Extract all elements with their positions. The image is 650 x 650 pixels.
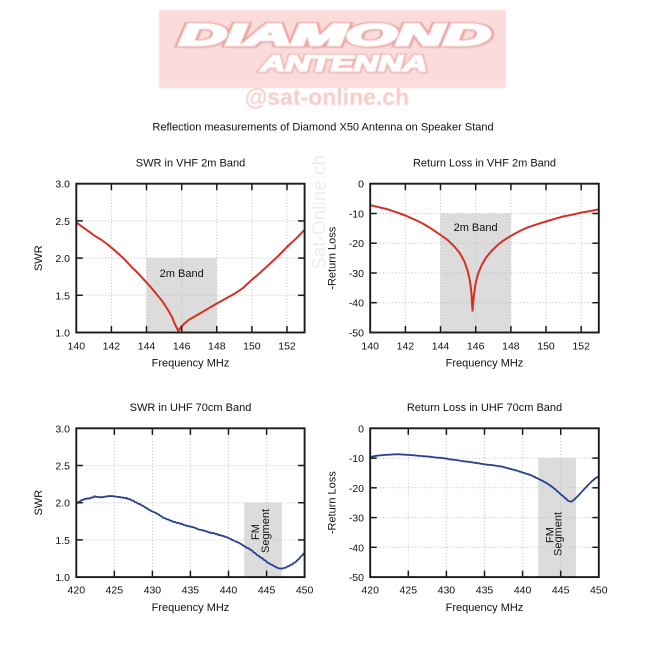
svg-text:142: 142 [397,341,415,353]
svg-text:2.5: 2.5 [55,461,70,473]
svg-text:144: 144 [432,341,450,353]
svg-text:0: 0 [358,179,364,191]
svg-text:Frequency MHz: Frequency MHz [152,602,230,614]
svg-text:FM: FM [545,527,557,543]
svg-text:Reflection measurements of Dia: Reflection measurements of Diamond X50 A… [152,122,493,134]
svg-text:Frequency MHz: Frequency MHz [446,602,524,614]
svg-text:Sat-Online.ch: Sat-Online.ch [310,155,331,270]
svg-text:2m Band: 2m Band [454,222,498,234]
svg-text:420: 420 [68,584,86,596]
svg-text:445: 445 [258,584,276,596]
svg-text:DIAMOND: DIAMOND [180,18,491,52]
svg-text:430: 430 [144,584,162,596]
svg-text:150: 150 [243,341,261,353]
svg-text:DIAMOND: DIAMOND [180,18,491,52]
svg-text:2.5: 2.5 [55,216,70,228]
svg-text:1.0: 1.0 [55,572,70,584]
svg-text:-50: -50 [349,572,364,584]
svg-text:146: 146 [467,341,485,353]
svg-text:435: 435 [476,584,494,596]
svg-text:144: 144 [138,341,156,353]
svg-text:-40: -40 [349,542,364,554]
svg-text:2.0: 2.0 [55,253,70,265]
svg-text:-50: -50 [349,328,364,340]
svg-text:142: 142 [103,341,121,353]
svg-text:3.0: 3.0 [55,179,70,191]
svg-text:2m Band: 2m Band [160,268,204,280]
svg-text:1.5: 1.5 [55,535,70,547]
svg-text:152: 152 [278,341,296,353]
svg-text:146: 146 [173,341,191,353]
svg-text:@sat-online.ch: @sat-online.ch [245,84,409,110]
svg-text:-10: -10 [349,453,364,465]
svg-text:Frequency MHz: Frequency MHz [152,357,230,369]
svg-text:-30: -30 [349,513,364,525]
svg-text:450: 450 [590,584,608,596]
svg-text:-20: -20 [349,238,364,250]
svg-text:152: 152 [572,341,590,353]
svg-text:425: 425 [106,584,124,596]
svg-text:-30: -30 [349,268,364,280]
svg-text:ANTENNA: ANTENNA [261,54,429,79]
svg-text:FM: FM [250,524,262,540]
svg-text:430: 430 [438,584,456,596]
svg-text:-40: -40 [349,298,364,310]
svg-text:1.0: 1.0 [55,328,70,340]
svg-text:148: 148 [208,341,226,353]
svg-text:440: 440 [220,584,238,596]
svg-text:-20: -20 [349,483,364,495]
svg-text:Frequency MHz: Frequency MHz [446,357,524,369]
svg-text:ANTENNA: ANTENNA [259,52,427,77]
svg-text:Return Loss in UHF 70cm Band: Return Loss in UHF 70cm Band [407,402,562,414]
svg-text:150: 150 [537,341,555,353]
svg-text:425: 425 [400,584,418,596]
svg-text:-10: -10 [349,209,364,221]
svg-text:435: 435 [182,584,200,596]
svg-text:140: 140 [68,341,86,353]
svg-text:1.5: 1.5 [55,290,70,302]
svg-text:SWR: SWR [33,245,45,271]
svg-text:ANTENNA: ANTENNA [259,52,427,77]
svg-text:Return Loss in VHF 2m Band: Return Loss in VHF 2m Band [413,158,556,170]
svg-text:148: 148 [502,341,520,353]
svg-text:3.0: 3.0 [55,423,70,435]
svg-text:440: 440 [514,584,532,596]
svg-text:-Return Loss: -Return Loss [327,226,339,289]
svg-text:SWR: SWR [33,490,45,516]
svg-text:0: 0 [358,423,364,435]
svg-text:SWR in UHF 70cm Band: SWR in UHF 70cm Band [130,402,252,414]
svg-text:DIAMOND: DIAMOND [182,20,493,54]
svg-text:Segment: Segment [260,509,272,553]
svg-text:445: 445 [552,584,570,596]
svg-text:420: 420 [361,584,379,596]
svg-text:SWR in VHF 2m Band: SWR in VHF 2m Band [136,158,245,170]
svg-text:450: 450 [296,584,314,596]
svg-text:2.0: 2.0 [55,498,70,510]
svg-text:Segment: Segment [553,512,565,556]
svg-text:-Return Loss: -Return Loss [327,471,339,534]
svg-text:140: 140 [361,341,379,353]
